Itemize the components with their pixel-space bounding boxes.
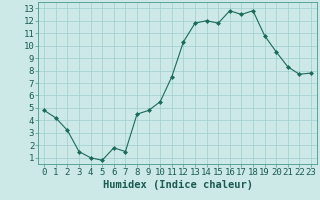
X-axis label: Humidex (Indice chaleur): Humidex (Indice chaleur) xyxy=(103,180,252,190)
